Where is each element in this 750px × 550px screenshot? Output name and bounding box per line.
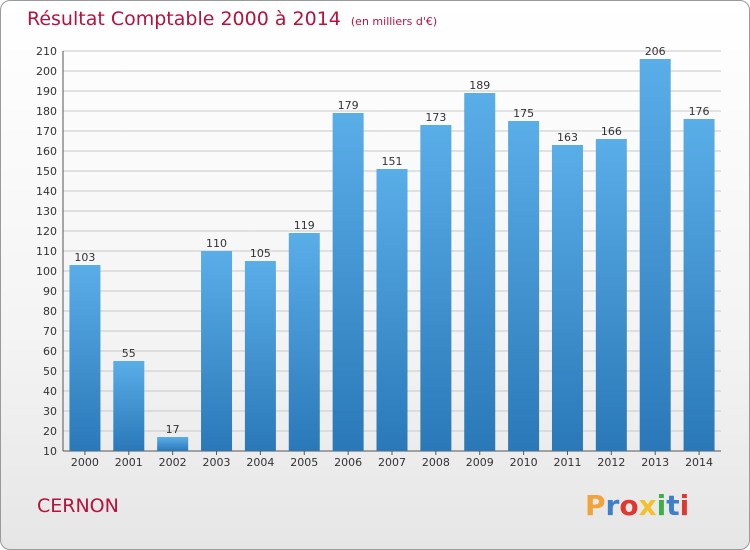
x-tick-label: 2003	[203, 456, 231, 469]
x-tick-label: 2006	[334, 456, 362, 469]
logo-letter: o	[619, 489, 639, 522]
bar-value-label: 166	[601, 125, 622, 138]
x-tick-label: 2000	[71, 456, 99, 469]
x-tick-label: 2010	[510, 456, 538, 469]
logo-letter: i	[656, 489, 667, 522]
bar-value-label: 151	[382, 155, 403, 168]
bar	[508, 121, 540, 451]
city-name: CERNON	[37, 495, 119, 517]
x-tick-label: 2014	[685, 456, 713, 469]
y-tick-label: 170	[36, 125, 57, 138]
bar-value-label: 105	[250, 247, 271, 260]
bar-value-label: 110	[206, 237, 227, 250]
bar-value-label: 55	[122, 347, 136, 360]
x-tick-label: 2002	[159, 456, 187, 469]
y-tick-label: 60	[43, 345, 57, 358]
y-tick-label: 150	[36, 165, 57, 178]
bar-value-label: 163	[557, 131, 578, 144]
x-tick-label: 2011	[553, 456, 581, 469]
bar	[595, 139, 627, 451]
bar	[464, 93, 496, 451]
y-tick-label: 200	[36, 65, 57, 78]
bar-value-label: 189	[469, 79, 490, 92]
logo-letter: x	[638, 489, 657, 522]
y-tick-label: 40	[43, 385, 57, 398]
logo-letter: P	[585, 489, 606, 522]
bar	[420, 125, 452, 451]
bar	[201, 251, 233, 451]
logo-letter: i	[679, 489, 690, 522]
bar	[332, 113, 364, 451]
y-tick-label: 120	[36, 225, 57, 238]
bar	[376, 169, 408, 451]
bar-value-label: 175	[513, 107, 534, 120]
y-tick-label: 70	[43, 325, 57, 338]
x-tick-label: 2007	[378, 456, 406, 469]
bar	[551, 145, 583, 451]
y-tick-label: 210	[36, 45, 57, 58]
logo-letter: t	[666, 489, 680, 522]
bar-value-label: 206	[645, 45, 666, 58]
bar	[683, 119, 715, 451]
x-tick-label: 2012	[597, 456, 625, 469]
bar-value-label: 103	[74, 251, 95, 264]
bar	[157, 437, 189, 451]
y-tick-label: 160	[36, 145, 57, 158]
bar-value-label: 173	[425, 111, 446, 124]
bar	[113, 361, 145, 451]
bar-value-label: 179	[338, 99, 359, 112]
y-tick-label: 90	[43, 285, 57, 298]
proxiti-logo: Proxiti	[585, 489, 689, 522]
bar-value-label: 17	[166, 423, 180, 436]
title-unit: (en milliers d'€)	[350, 15, 438, 28]
x-tick-label: 2009	[466, 456, 494, 469]
y-tick-label: 180	[36, 105, 57, 118]
bar	[244, 261, 276, 451]
title-text: Résultat Comptable 2000 à 2014	[27, 8, 341, 30]
x-tick-label: 2001	[115, 456, 143, 469]
chart-title: Résultat Comptable 2000 à 2014 (en millie…	[27, 8, 437, 30]
bar-value-label: 119	[294, 219, 315, 232]
bar	[639, 59, 671, 451]
logo-letter: r	[605, 489, 620, 522]
bar	[69, 265, 101, 451]
y-tick-label: 130	[36, 205, 57, 218]
y-tick-label: 10	[43, 445, 57, 458]
y-tick-label: 20	[43, 425, 57, 438]
x-tick-label: 2013	[641, 456, 669, 469]
y-tick-label: 190	[36, 85, 57, 98]
y-tick-label: 110	[36, 245, 57, 258]
y-tick-label: 80	[43, 305, 57, 318]
x-tick-label: 2008	[422, 456, 450, 469]
y-tick-label: 100	[36, 265, 57, 278]
x-tick-label: 2004	[246, 456, 274, 469]
x-tick-label: 2005	[290, 456, 318, 469]
y-tick-label: 30	[43, 405, 57, 418]
y-tick-label: 140	[36, 185, 57, 198]
y-tick-label: 50	[43, 365, 57, 378]
bar-value-label: 176	[689, 105, 710, 118]
bar	[288, 233, 320, 451]
